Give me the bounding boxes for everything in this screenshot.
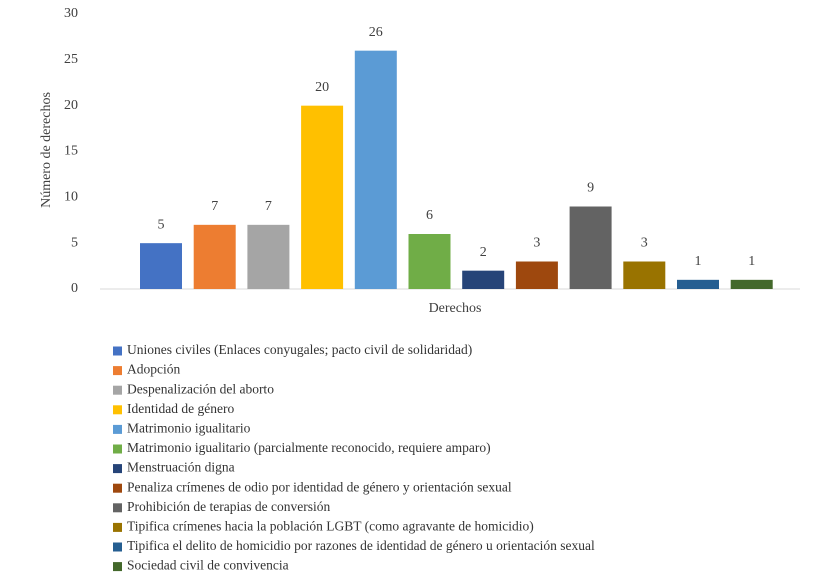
legend-label: Uniones civiles (Enlaces conyugales; pac… <box>127 342 472 357</box>
y-tick-label: 5 <box>71 235 78 250</box>
bar <box>408 234 451 289</box>
legend-label: Tipifica el delito de homicidio por razo… <box>127 538 595 553</box>
legend-swatch <box>113 444 122 454</box>
y-tick-label: 0 <box>71 281 78 296</box>
legend-swatch <box>113 483 122 493</box>
data-label: 1 <box>748 254 755 269</box>
data-label: 3 <box>641 236 648 251</box>
y-tick-label: 20 <box>64 98 78 113</box>
legend-swatch <box>113 562 122 572</box>
legend-label: Matrimonio igualitario <box>127 420 251 435</box>
legend-swatch <box>113 522 122 532</box>
legend-label: Matrimonio igualitario (parcialmente rec… <box>127 440 491 455</box>
legend-label: Menstruación digna <box>127 460 235 475</box>
y-axis-label: Número de derechos <box>39 92 54 208</box>
bar <box>354 50 397 289</box>
y-tick-label: 15 <box>64 144 78 159</box>
legend-label: Prohibición de terapias de conversión <box>127 499 330 514</box>
data-label: 3 <box>533 236 540 251</box>
data-label: 7 <box>265 199 272 214</box>
bar <box>515 261 558 289</box>
bar <box>462 270 505 289</box>
legend: Uniones civiles (Enlaces conyugales; pac… <box>113 342 595 573</box>
legend-swatch <box>113 385 122 395</box>
bar <box>730 279 773 289</box>
legend-label: Penaliza crímenes de odio por identidad … <box>127 479 512 494</box>
data-label: 6 <box>426 208 433 223</box>
data-label: 9 <box>587 181 594 196</box>
data-label: 5 <box>158 217 165 232</box>
legend-label: Sociedad civil de convivencia <box>127 558 289 573</box>
bar <box>569 206 612 289</box>
legend-swatch <box>113 346 122 356</box>
legend-label: Despenalización del aborto <box>127 381 274 396</box>
y-tick-label: 25 <box>64 52 78 67</box>
bar <box>623 261 666 289</box>
data-label: 1 <box>695 254 702 269</box>
data-label: 20 <box>315 80 329 95</box>
bar <box>677 279 719 289</box>
legend-swatch <box>113 424 122 434</box>
legend-swatch <box>113 464 122 474</box>
legend-label: Adopción <box>127 362 180 377</box>
bar <box>193 224 236 289</box>
data-label: 26 <box>369 25 383 40</box>
data-label: 2 <box>480 245 487 260</box>
legend-swatch <box>113 503 122 513</box>
legend-swatch <box>113 542 122 552</box>
bar <box>247 224 290 289</box>
bar <box>301 105 344 290</box>
y-tick-label: 30 <box>64 6 78 21</box>
bar <box>140 243 182 289</box>
legend-label: Tipifica crímenes hacia la población LGB… <box>127 518 534 533</box>
legend-swatch <box>113 366 122 376</box>
x-axis-label: Derechos <box>429 301 482 316</box>
y-tick-label: 10 <box>64 190 78 205</box>
legend-label: Identidad de género <box>127 401 234 416</box>
data-label: 7 <box>211 199 218 214</box>
legend-swatch <box>113 405 122 415</box>
